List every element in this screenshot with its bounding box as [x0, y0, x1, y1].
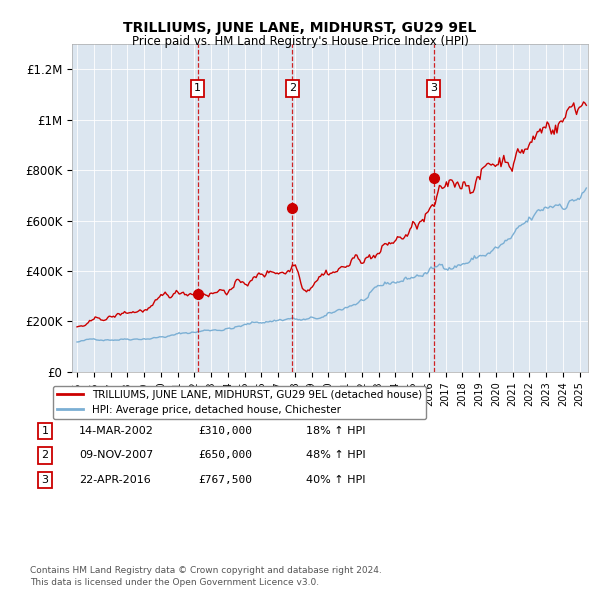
Text: TRILLIUMS, JUNE LANE, MIDHURST, GU29 9EL: TRILLIUMS, JUNE LANE, MIDHURST, GU29 9EL [124, 21, 476, 35]
Text: 40% ↑ HPI: 40% ↑ HPI [306, 476, 365, 485]
Text: Price paid vs. HM Land Registry's House Price Index (HPI): Price paid vs. HM Land Registry's House … [131, 35, 469, 48]
Text: 09-NOV-2007: 09-NOV-2007 [79, 451, 154, 460]
Text: 14-MAR-2002: 14-MAR-2002 [79, 426, 154, 435]
Text: £767,500: £767,500 [198, 476, 252, 485]
Text: 2: 2 [41, 451, 49, 460]
Text: 18% ↑ HPI: 18% ↑ HPI [306, 426, 365, 435]
Text: 48% ↑ HPI: 48% ↑ HPI [306, 451, 365, 460]
Text: 3: 3 [430, 83, 437, 93]
Text: 1: 1 [194, 83, 202, 93]
Text: 22-APR-2016: 22-APR-2016 [79, 476, 151, 485]
Text: 2: 2 [289, 83, 296, 93]
Text: Contains HM Land Registry data © Crown copyright and database right 2024.
This d: Contains HM Land Registry data © Crown c… [30, 566, 382, 587]
Legend: TRILLIUMS, JUNE LANE, MIDHURST, GU29 9EL (detached house), HPI: Average price, d: TRILLIUMS, JUNE LANE, MIDHURST, GU29 9EL… [53, 386, 426, 419]
Text: 3: 3 [41, 476, 49, 485]
Text: 1: 1 [41, 426, 49, 435]
Text: £650,000: £650,000 [198, 451, 252, 460]
Text: £310,000: £310,000 [198, 426, 252, 435]
